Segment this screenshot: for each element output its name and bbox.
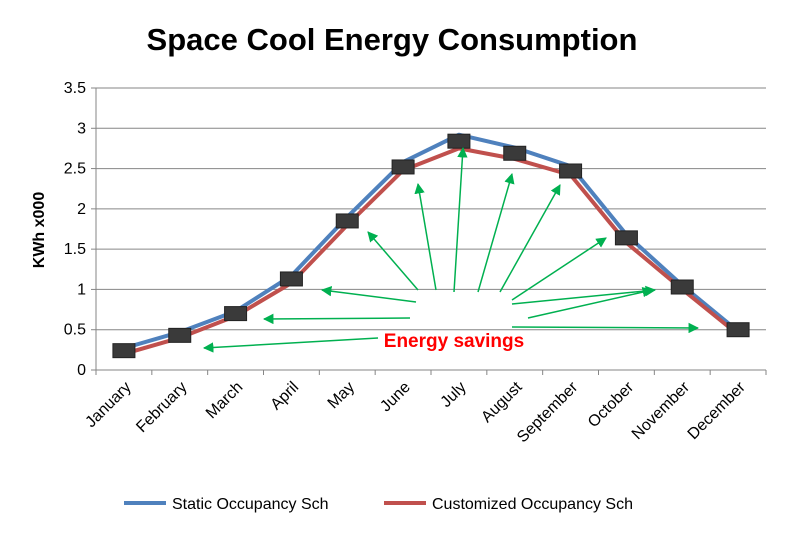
y-tick-label: 3 [77,120,86,137]
savings-arrow [511,237,607,301]
series-lines [123,132,740,356]
y-tick-label: 2 [77,201,86,218]
data-marker [614,230,638,246]
savings-arrow [202,337,379,353]
data-marker [112,343,136,359]
savings-arrow [527,286,654,319]
data-marker [224,306,248,322]
savings-arrows [202,146,700,353]
y-tick-label: 2.5 [64,161,86,178]
x-tick-label: September [514,378,582,446]
data-marker [559,163,583,179]
data-marker [279,271,303,287]
x-tick-label: February [133,379,190,436]
x-tick-label: April [268,379,303,414]
y-tick-labels: 0 0.5 1 1.5 2 2.5 3 3.5 [64,80,96,379]
x-tick-label: January [82,379,134,431]
savings-arrow [477,172,515,293]
savings-arrow [453,146,468,293]
y-axis-label: KWh x000 [31,192,48,269]
data-marker [726,322,750,338]
data-marker [670,279,694,295]
y-tick-label: 1.5 [64,241,86,258]
data-marker [391,159,415,175]
savings-arrow [511,322,700,334]
savings-arrow [320,285,417,303]
x-tick-label: July [438,379,470,411]
savings-arrow [262,313,411,325]
x-tick-label: March [203,379,246,422]
data-marker [168,327,192,343]
data-marker [503,145,527,161]
savings-arrow [367,231,419,291]
savings-arrow [499,184,561,293]
energy-savings-annotation: Energy savings [384,331,524,352]
x-tick-label: December [685,378,750,443]
savings-arrow [414,182,437,291]
series-line-static [123,132,740,351]
y-tick-label: 0 [77,362,86,379]
chart-title: Space Cool Energy Consumption [147,22,638,57]
legend-label: Customized Occupancy Sch [432,496,633,513]
y-tick-label: 3.5 [64,80,86,97]
gridlines [96,87,766,331]
data-marker [335,213,359,229]
x-tick-label: June [377,379,414,416]
data-markers [112,133,750,359]
savings-arrow [511,285,657,305]
data-marker [447,133,471,149]
legend-label: Static Occupancy Sch [172,496,329,513]
x-tick-label: May [325,379,358,412]
x-tick-label: October [585,378,638,431]
y-tick-label: 1 [77,281,86,298]
x-tick-label: November [629,378,694,443]
x-tick-label: August [478,378,526,426]
y-tick-label: 0.5 [64,322,86,339]
legend: Static Occupancy Sch Customized Occupancy… [124,496,633,513]
